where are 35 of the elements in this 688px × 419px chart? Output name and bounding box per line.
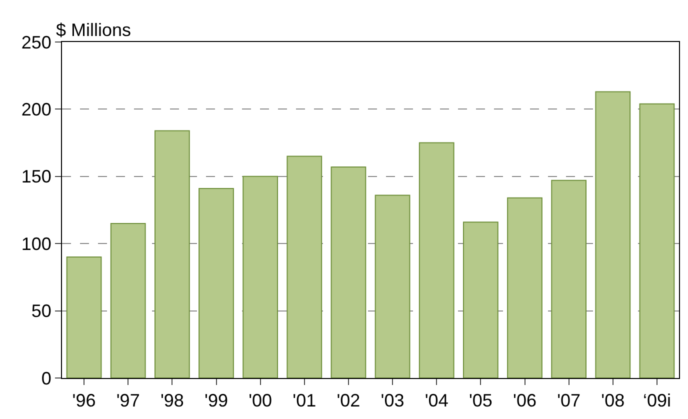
x-tick-label: '08: [601, 390, 625, 411]
bar: [595, 91, 631, 378]
bar: [418, 142, 454, 378]
x-tick-label: '02: [336, 390, 360, 411]
x-tick-label: '01: [292, 390, 316, 411]
bar: [551, 180, 587, 378]
y-tick-label: 50: [31, 301, 52, 322]
x-tick-label: '03: [380, 390, 404, 411]
x-tick-label: '05: [468, 390, 492, 411]
bar: [66, 256, 102, 378]
x-tick-label: '06: [513, 390, 536, 411]
bar: [286, 156, 322, 378]
x-tick-label: '07: [557, 390, 581, 411]
x-tick-label: '98: [160, 390, 184, 411]
bar: [374, 194, 410, 378]
y-tick-label: 250: [21, 32, 52, 52]
x-tick-label: '04: [424, 390, 448, 411]
bar: [462, 222, 498, 378]
x-tick-label: '00: [248, 390, 272, 411]
y-axis-title: $ Millions: [56, 20, 132, 40]
bar: [198, 188, 234, 378]
bar: [639, 103, 675, 378]
y-tick-label: 0: [41, 368, 52, 388]
y-tick-label: 150: [21, 166, 52, 187]
x-tick-label: '99: [204, 390, 228, 411]
x-tick-label: ‘09i: [642, 390, 671, 411]
y-tick-label: 200: [21, 100, 52, 120]
bar: [110, 222, 146, 378]
x-tick-label: '96: [72, 390, 96, 411]
bar: [242, 176, 278, 378]
bar: [154, 130, 190, 378]
x-tick-label: '97: [116, 390, 140, 411]
y-tick-label: 100: [21, 234, 52, 254]
bar: [330, 166, 366, 378]
bar: [507, 197, 542, 378]
